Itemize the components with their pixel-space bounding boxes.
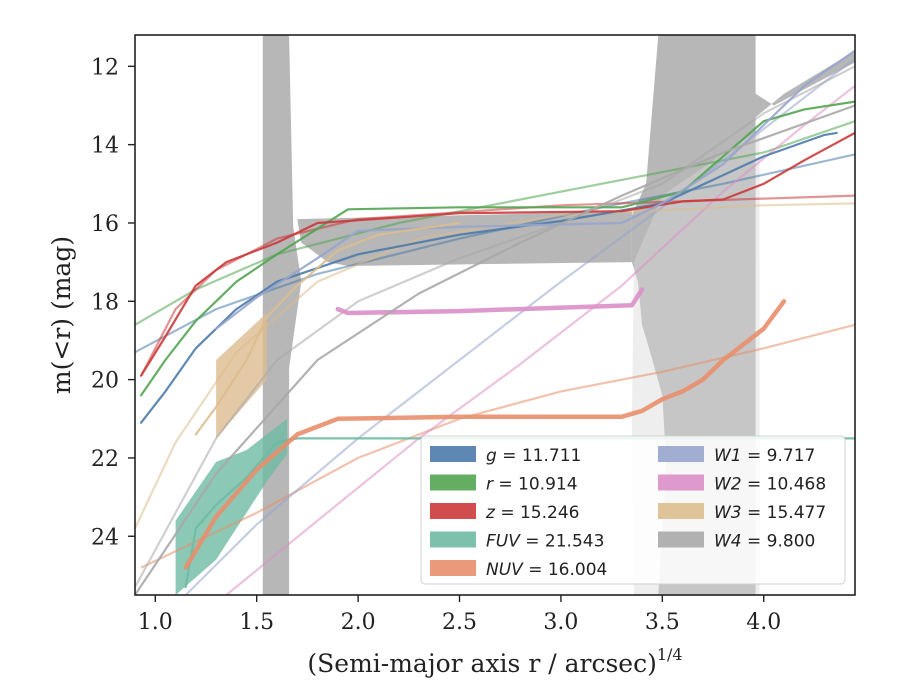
legend-label: FUV = 21.543 [486, 532, 604, 552]
legend-swatch [658, 474, 704, 491]
legend-swatch [658, 446, 704, 462]
x-tick-label: 1.0 [138, 610, 173, 635]
x-axis-label-text: (Semi-major axis r / arcsec) [307, 649, 656, 678]
x-tick-label: 3.5 [645, 610, 680, 635]
g-model-curve [135, 153, 855, 354]
legend-label: W4 = 9.800 [714, 532, 815, 552]
w4-measured-curve [135, 104, 855, 595]
x-axis-label: (Semi-major axis r / arcsec)1/4 [307, 645, 682, 678]
y-tick-label: 20 [91, 369, 119, 394]
legend-box [420, 435, 846, 585]
x-tick-label: 3.0 [543, 610, 578, 635]
x-axis-label-superscript: 1/4 [657, 645, 683, 664]
legend-swatch [430, 446, 476, 462]
legend-label: W1 = 9.717 [714, 446, 815, 466]
y-tick-label: 22 [91, 447, 119, 472]
w3-model-curve [135, 202, 855, 529]
x-tick-label: 2.0 [341, 610, 376, 635]
w2-measured-curve [335, 287, 645, 316]
axis-ticks: 1.0 1.5 2.0 2.5 3.0 3.5 4.0 12 14 16 18 20 22 24 [91, 55, 781, 635]
y-axis-label: m(<r) (mag) [47, 236, 76, 394]
legend-swatch [430, 560, 476, 576]
y-tick-label: 14 [91, 134, 119, 159]
legend: g = 11.711 r = 10.914 z = 15.246 FUV = 21.5… [420, 435, 846, 585]
x-tick-label: 2.5 [442, 610, 477, 635]
y-tick-label: 24 [91, 525, 119, 550]
y-tick-label: 18 [91, 290, 119, 315]
w2-model-curve [225, 85, 855, 595]
legend-label: W3 = 15.477 [714, 503, 826, 523]
fuv-measured-curve [184, 437, 855, 589]
legend-label: z = 15.246 [485, 503, 579, 523]
legend-label: g = 11.711 [486, 446, 581, 466]
w4-model-curve [135, 65, 855, 588]
legend-swatch [430, 531, 476, 548]
y-tick-label: 12 [91, 55, 119, 80]
plot-frame [134, 34, 856, 596]
legend-swatch [658, 503, 704, 519]
w3-measured-curve [194, 221, 461, 436]
nuv-model-curve [140, 323, 855, 569]
nuv-measured-curve [183, 299, 787, 570]
x-tick-label: 1.5 [239, 610, 274, 635]
legend-label: r = 10.914 [486, 475, 578, 495]
w1-measured-curve [215, 49, 855, 330]
legend-label: W2 = 10.468 [714, 475, 826, 495]
legend-label: NUV = 16.004 [486, 560, 607, 580]
x-tick-label: 4.0 [746, 610, 781, 635]
legend-swatch [658, 531, 704, 548]
g-measured-curve [140, 131, 838, 424]
z-model-curve [140, 194, 855, 377]
y-tick-label: 16 [91, 212, 119, 237]
z-measured-curve [140, 131, 855, 377]
legend-swatch [430, 503, 476, 519]
legend-swatch [430, 474, 476, 491]
